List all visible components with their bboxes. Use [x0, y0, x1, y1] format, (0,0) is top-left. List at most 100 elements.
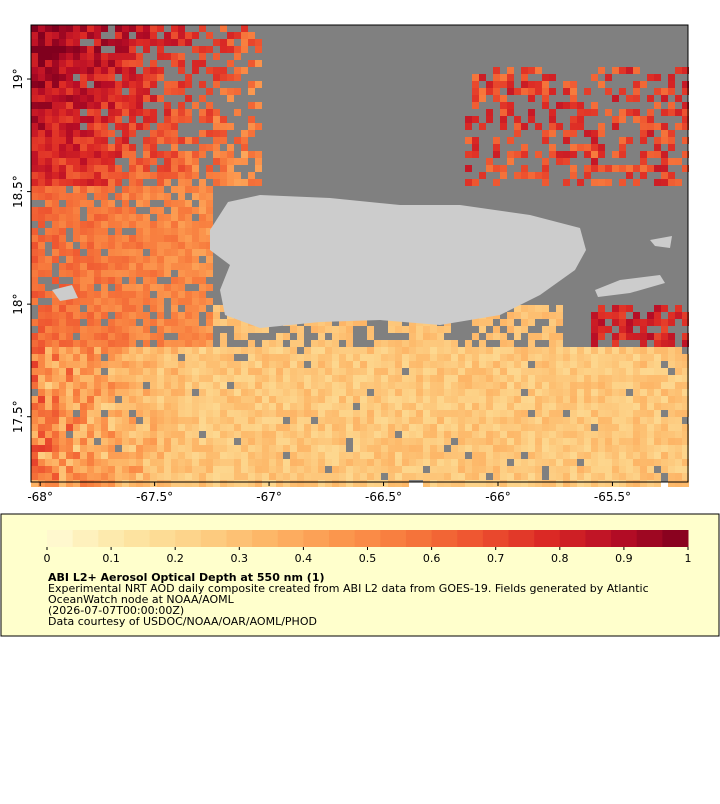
aod-pixel — [633, 347, 640, 354]
aod-pixel — [647, 361, 654, 368]
aod-pixel — [38, 445, 45, 452]
aod-pixel — [38, 333, 45, 340]
aod-pixel — [549, 382, 556, 389]
aod-pixel — [171, 116, 178, 123]
aod-pixel — [206, 347, 213, 354]
aod-pixel — [87, 368, 94, 375]
aod-pixel — [73, 39, 80, 46]
aod-pixel — [87, 326, 94, 333]
aod-pixel — [297, 410, 304, 417]
aod-pixel — [31, 32, 38, 39]
colorbar-tick-label: 0.4 — [295, 552, 313, 565]
aod-pixel — [255, 165, 262, 172]
aod-pixel — [164, 165, 171, 172]
aod-pixel — [472, 144, 479, 151]
aod-pixel — [528, 473, 535, 480]
aod-pixel — [192, 32, 199, 39]
aod-pixel — [38, 67, 45, 74]
aod-pixel — [668, 74, 675, 81]
aod-pixel — [423, 340, 430, 347]
aod-pixel — [185, 242, 192, 249]
aod-pixel — [318, 417, 325, 424]
aod-pixel — [437, 410, 444, 417]
aod-pixel — [619, 305, 626, 312]
aod-pixel — [171, 417, 178, 424]
aod-pixel — [129, 74, 136, 81]
aod-pixel — [66, 263, 73, 270]
colorbar-swatch — [47, 530, 74, 547]
aod-pixel — [682, 361, 689, 368]
aod-pixel — [479, 410, 486, 417]
aod-pixel — [276, 459, 283, 466]
aod-pixel — [178, 256, 185, 263]
aod-pixel — [661, 326, 668, 333]
aod-pixel — [661, 417, 668, 424]
aod-pixel — [31, 270, 38, 277]
aod-pixel — [514, 326, 521, 333]
aod-pixel — [269, 473, 276, 480]
aod-pixel — [45, 25, 52, 32]
aod-pixel — [87, 123, 94, 130]
aod-pixel — [52, 151, 59, 158]
aod-pixel — [171, 480, 178, 487]
aod-pixel — [234, 368, 241, 375]
aod-pixel — [45, 193, 52, 200]
aod-pixel — [66, 81, 73, 88]
aod-pixel — [213, 172, 220, 179]
aod-pixel — [220, 137, 227, 144]
aod-pixel — [136, 53, 143, 60]
aod-pixel — [31, 361, 38, 368]
aod-pixel — [605, 424, 612, 431]
aod-pixel — [507, 466, 514, 473]
aod-pixel — [73, 347, 80, 354]
aod-pixel — [150, 39, 157, 46]
aod-pixel — [304, 417, 311, 424]
aod-pixel — [255, 151, 262, 158]
aod-pixel — [199, 396, 206, 403]
aod-pixel — [122, 81, 129, 88]
aod-pixel — [325, 326, 332, 333]
aod-pixel — [577, 438, 584, 445]
aod-pixel — [507, 312, 514, 319]
aod-pixel — [101, 25, 108, 32]
aod-pixel — [115, 193, 122, 200]
aod-pixel — [521, 480, 528, 487]
aod-pixel — [185, 298, 192, 305]
aod-pixel — [388, 480, 395, 487]
aod-pixel — [80, 473, 87, 480]
aod-pixel — [472, 480, 479, 487]
aod-pixel — [178, 396, 185, 403]
aod-pixel — [171, 403, 178, 410]
aod-pixel — [220, 130, 227, 137]
aod-pixel — [682, 88, 689, 95]
aod-pixel — [213, 130, 220, 137]
aod-pixel — [304, 354, 311, 361]
aod-pixel — [507, 67, 514, 74]
aod-pixel — [598, 396, 605, 403]
aod-pixel — [535, 347, 542, 354]
aod-pixel — [143, 466, 150, 473]
aod-pixel — [164, 375, 171, 382]
aod-pixel — [150, 263, 157, 270]
aod-pixel — [500, 375, 507, 382]
aod-pixel — [479, 452, 486, 459]
aod-pixel — [185, 200, 192, 207]
aod-pixel — [682, 312, 689, 319]
aod-pixel — [87, 53, 94, 60]
aod-pixel — [290, 389, 297, 396]
aod-pixel — [409, 438, 416, 445]
aod-pixel — [129, 116, 136, 123]
aod-pixel — [591, 410, 598, 417]
aod-pixel — [115, 235, 122, 242]
aod-pixel — [640, 445, 647, 452]
aod-pixel — [395, 417, 402, 424]
aod-pixel — [80, 179, 87, 186]
aod-pixel — [458, 368, 465, 375]
aod-pixel — [423, 459, 430, 466]
aod-pixel — [262, 361, 269, 368]
aod-pixel — [430, 340, 437, 347]
aod-pixel — [45, 270, 52, 277]
aod-pixel — [206, 452, 213, 459]
aod-pixel — [52, 382, 59, 389]
aod-pixel — [542, 361, 549, 368]
